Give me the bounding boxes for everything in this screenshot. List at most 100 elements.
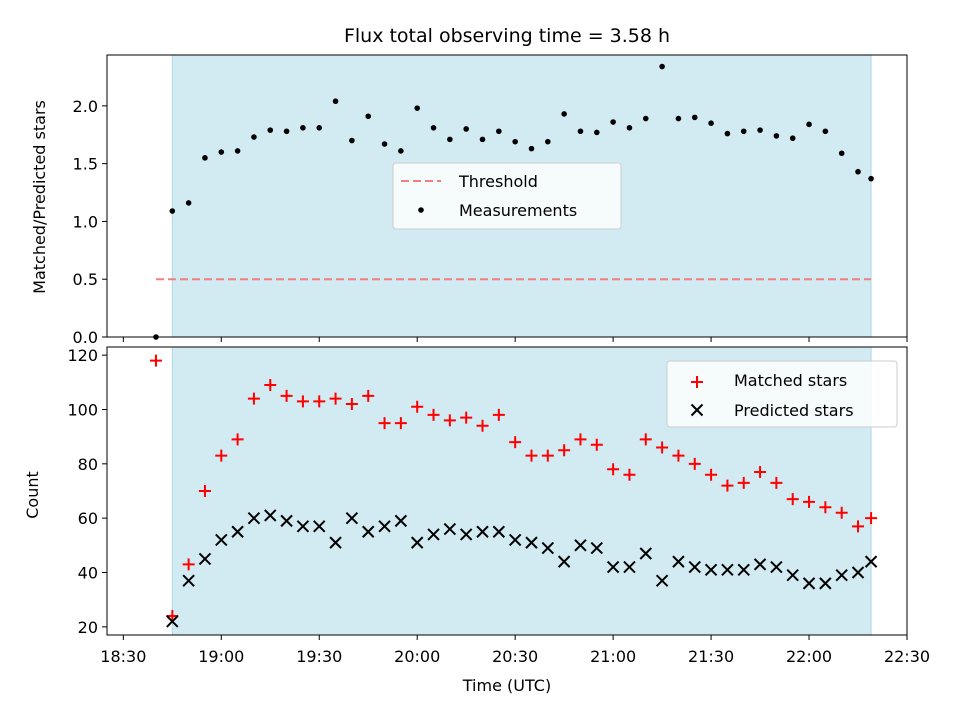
- predicted-star-point: [721, 563, 734, 576]
- predicted-star-point: [655, 574, 669, 587]
- matched-star-point: [166, 609, 179, 622]
- bottom-y-tick-label: 40: [78, 564, 98, 583]
- bottom-x-tick-label: 19:30: [296, 647, 342, 666]
- chart-title: Flux total observing time = 3.58 h: [344, 25, 670, 47]
- top-y-tick-label: 0.0: [73, 328, 98, 347]
- matched-star-point: [786, 493, 799, 506]
- measurement-point: [773, 133, 780, 139]
- predicted-star-point: [443, 522, 457, 536]
- matched-star-point: [492, 408, 505, 421]
- predicted-star-point: [672, 555, 685, 568]
- matched-star-point: [198, 485, 211, 497]
- measurement-point: [577, 128, 584, 135]
- matched-star-point: [721, 479, 734, 492]
- matched-star-point: [149, 354, 162, 367]
- measurement-point: [789, 135, 796, 142]
- predicted-star-point: [623, 560, 636, 574]
- measurement-point: [822, 128, 829, 135]
- predicted-star-point: [590, 541, 604, 555]
- predicted-star-point: [835, 569, 848, 582]
- matched-star-point: [280, 389, 293, 402]
- predicted-star-point: [264, 509, 277, 522]
- measurement-point: [691, 114, 698, 121]
- predicted-star-point: [182, 574, 195, 587]
- matched-star-point: [705, 468, 718, 481]
- matched-star-point: [541, 449, 554, 462]
- matched-star-point: [509, 436, 522, 449]
- bottom-x-tick-label: 22:30: [884, 647, 930, 666]
- measurement-point: [234, 148, 241, 154]
- measurement-point: [868, 175, 874, 182]
- matched-star-point: [345, 398, 358, 411]
- bottom-legend-box: [666, 360, 898, 428]
- predicted-star-point: [198, 552, 212, 566]
- top-y-tick-label: 1.5: [73, 155, 98, 174]
- matched-star-point: [623, 468, 636, 481]
- matched-star-point: [558, 444, 571, 457]
- bottom-x-tick-label: 20:00: [394, 647, 440, 666]
- top-legend-box: [392, 162, 622, 230]
- measurement-point: [218, 149, 225, 155]
- predicted-star-point: [410, 536, 424, 549]
- matched-star-point: [476, 419, 489, 432]
- predicted-star-point: [819, 577, 832, 590]
- measurement-point: [185, 200, 192, 206]
- predicted-star-point: [247, 511, 261, 525]
- top-panel: 0.0 0.5 1.0 1.5 2.0 Threshold Measurements: [73, 54, 908, 347]
- matched-star-point: [411, 400, 424, 413]
- legend-threshold-label: Threshold: [458, 172, 538, 191]
- matched-star-point: [427, 408, 440, 421]
- measurement-point: [659, 63, 665, 70]
- matched-star-point: [656, 441, 669, 454]
- predicted-star-point: [231, 525, 244, 538]
- bottom-legend: Matched stars Predicted stars: [666, 360, 898, 428]
- matched-star-point: [819, 501, 832, 514]
- matched-star-point: [770, 476, 783, 489]
- predicted-star-point: [378, 520, 391, 533]
- matched-star-point: [803, 495, 816, 508]
- matched-star-point: [443, 414, 456, 427]
- predicted-star-point: [280, 514, 293, 528]
- predicted-star-point: [313, 520, 326, 533]
- measurement-point: [365, 113, 372, 120]
- bottom-y-tick-label: 60: [78, 509, 98, 528]
- matched-star-point: [247, 392, 260, 405]
- predicted-star-point: [492, 525, 506, 538]
- measurement-point: [838, 150, 845, 157]
- measurement-point: [626, 125, 633, 131]
- measurement-point: [479, 136, 486, 143]
- measurement-point: [381, 141, 388, 147]
- matched-star-point: [672, 449, 685, 462]
- legend-matched-label: Matched stars: [734, 371, 847, 390]
- measurement-point: [610, 119, 616, 125]
- measurement-point: [512, 138, 518, 145]
- top-y-axis-label: Matched/Predicted stars: [30, 100, 49, 294]
- matched-star-point: [362, 389, 375, 402]
- bottom-y-axis-label: Count: [23, 471, 42, 519]
- predicted-star-point: [215, 533, 228, 547]
- matched-star-point: [264, 379, 277, 392]
- matched-star-point: [607, 463, 620, 476]
- measurement-point: [757, 127, 763, 133]
- measurement-point: [251, 134, 257, 140]
- matched-star-point: [296, 395, 309, 408]
- predicted-star-point: [802, 577, 816, 590]
- bottom-y-tick-label: 20: [78, 618, 98, 637]
- matched-star-point: [865, 512, 878, 525]
- matched-star-point: [182, 558, 195, 571]
- matched-star-point: [639, 433, 652, 446]
- measurement-point: [496, 128, 502, 135]
- bottom-panel: 20 40 60 80 100 120 18:30 19:00 19:30 20:00 20:30 2…: [67, 346, 930, 666]
- matched-star-point: [688, 457, 701, 470]
- measurement-point: [447, 136, 453, 143]
- measurement-point: [463, 126, 469, 132]
- predicted-star-point: [476, 525, 489, 538]
- predicted-star-point: [345, 511, 359, 525]
- predicted-star-point: [770, 560, 783, 574]
- matched-star-point: [590, 438, 603, 451]
- bottom-x-tick-label: 21:00: [590, 647, 636, 666]
- measurement-point: [349, 137, 355, 144]
- predicted-star-point: [329, 536, 342, 549]
- measurement-point: [740, 128, 747, 135]
